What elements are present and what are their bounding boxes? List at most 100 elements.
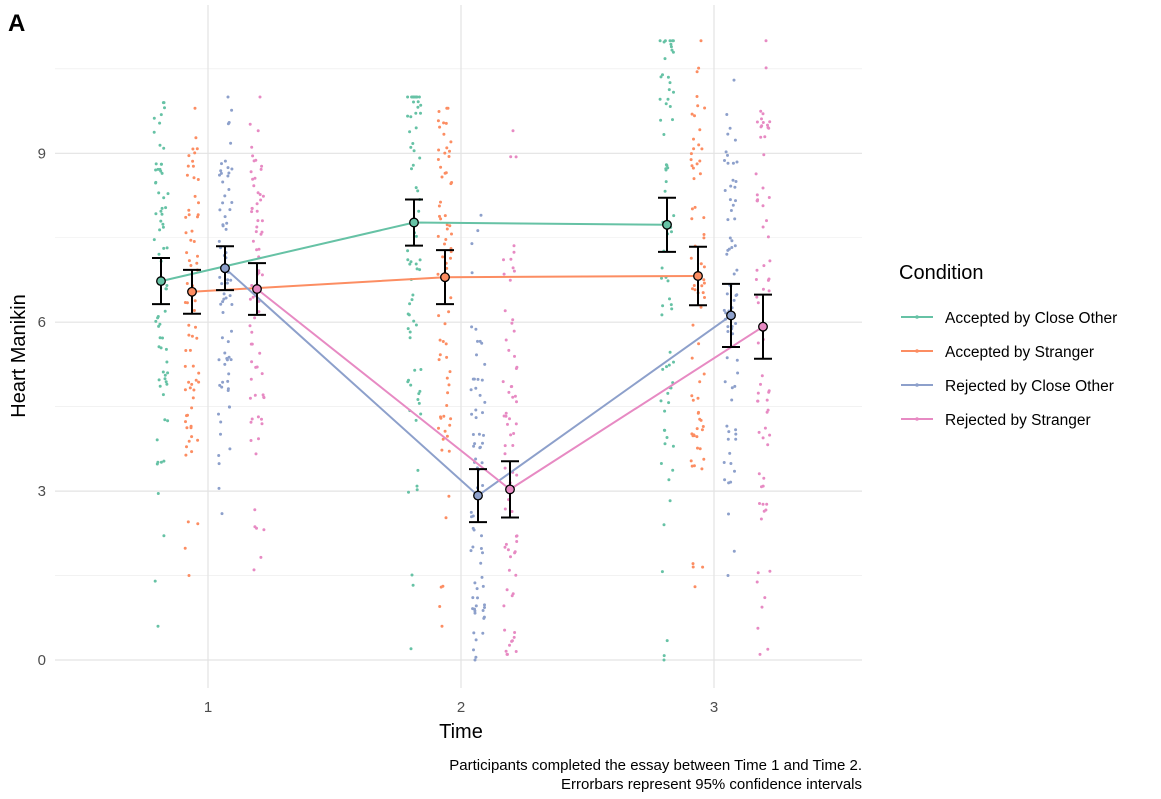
jitter-point [249,377,253,381]
jitter-point [768,569,772,573]
jitter-point [672,360,675,364]
jitter-point [228,447,232,451]
jitter-point [664,180,668,184]
jitter-point [692,464,696,468]
jitter-point [473,442,477,446]
jitter-point [196,438,200,442]
jitter-point [227,372,231,376]
jitter-point [187,439,191,443]
jitter-point [221,300,225,304]
jitter-point [437,426,440,430]
jitter-point [502,414,506,418]
legend-item: Accepted by Close Other [901,310,1117,327]
jitter-point [253,525,257,529]
jitter-point [228,208,232,212]
jitter-point [514,367,518,370]
jitter-point [667,363,671,367]
jitter-point [158,143,162,147]
jitter-point [512,635,516,639]
jitter-point [190,229,194,233]
jitter-point [732,549,736,553]
jitter-point [192,309,196,312]
jitter-point [257,310,261,314]
jitter-point [449,296,453,300]
jitter-point [250,330,254,334]
jitter-point [163,377,167,381]
jitter-point [662,658,666,662]
jitter-point [767,126,771,130]
legend-item: Accepted by Stranger [901,344,1094,361]
jitter-point [196,522,200,526]
jitter-point [226,174,230,178]
jitter-point [691,562,695,566]
jitter-point [225,221,229,225]
jitter-point [255,365,259,369]
jitter-point [473,611,477,615]
jitter-point [192,176,196,180]
jitter-point [756,301,760,305]
jitter-point [513,394,517,398]
jitter-point [731,178,735,182]
jitter-point [249,342,253,346]
jitter-point [666,391,670,395]
jitter-point [415,267,419,271]
jitter-point [668,105,672,108]
jitter-point [690,207,694,211]
jitter-point [696,396,700,400]
jitter-point [690,164,694,168]
jitter-point [690,112,694,116]
jitter-point [194,378,198,382]
jitter-point [438,338,442,342]
jitter-point [164,347,168,351]
jitter-point [728,126,732,130]
jitter-point [217,239,221,243]
jitter-point [219,420,223,424]
jitter-point [697,66,701,70]
jitter-point [661,367,665,371]
jitter-point [191,364,195,368]
caption-line-1: Participants completed the essay between… [449,757,862,774]
jitter-point [223,215,227,219]
jitter-point [221,311,225,314]
jitter-point [766,647,770,651]
jitter-point [765,219,768,223]
jitter-point [409,383,413,387]
jitter-point [187,208,191,212]
jitter-point [698,417,702,421]
jitter-point [229,141,233,145]
jitter-point [730,239,734,243]
jitter-point [511,266,515,270]
jitter-point [697,143,701,147]
jitter-point [414,186,418,190]
jitter-point [443,242,446,246]
jitter-point [693,585,697,589]
panel-tag: A [8,10,25,37]
jitter-point [690,394,694,398]
jitter-point [416,398,420,401]
jitter-point [668,81,672,85]
jitter-point [508,417,511,421]
jitter-point [217,412,220,416]
jitter-point [726,161,730,165]
jitter-point [438,125,442,129]
jitter-point [229,358,233,362]
jitter-point [260,417,263,421]
jitter-point [695,70,699,74]
jitter-point [415,484,419,488]
jitter-point [701,565,705,569]
jitter-point [727,512,730,516]
mean-point [505,484,515,495]
jitter-point [479,561,483,565]
jitter-point [228,294,232,298]
jitter-point [440,448,444,452]
jitter-point [410,167,413,171]
jitter-point [726,325,730,329]
jitter-point [185,282,189,285]
jitter-point [667,88,671,92]
jitter-point [154,319,158,323]
jitter-point [755,295,759,299]
jitter-point [218,275,222,279]
jitter-point [414,418,418,422]
jitter-point [768,120,772,124]
